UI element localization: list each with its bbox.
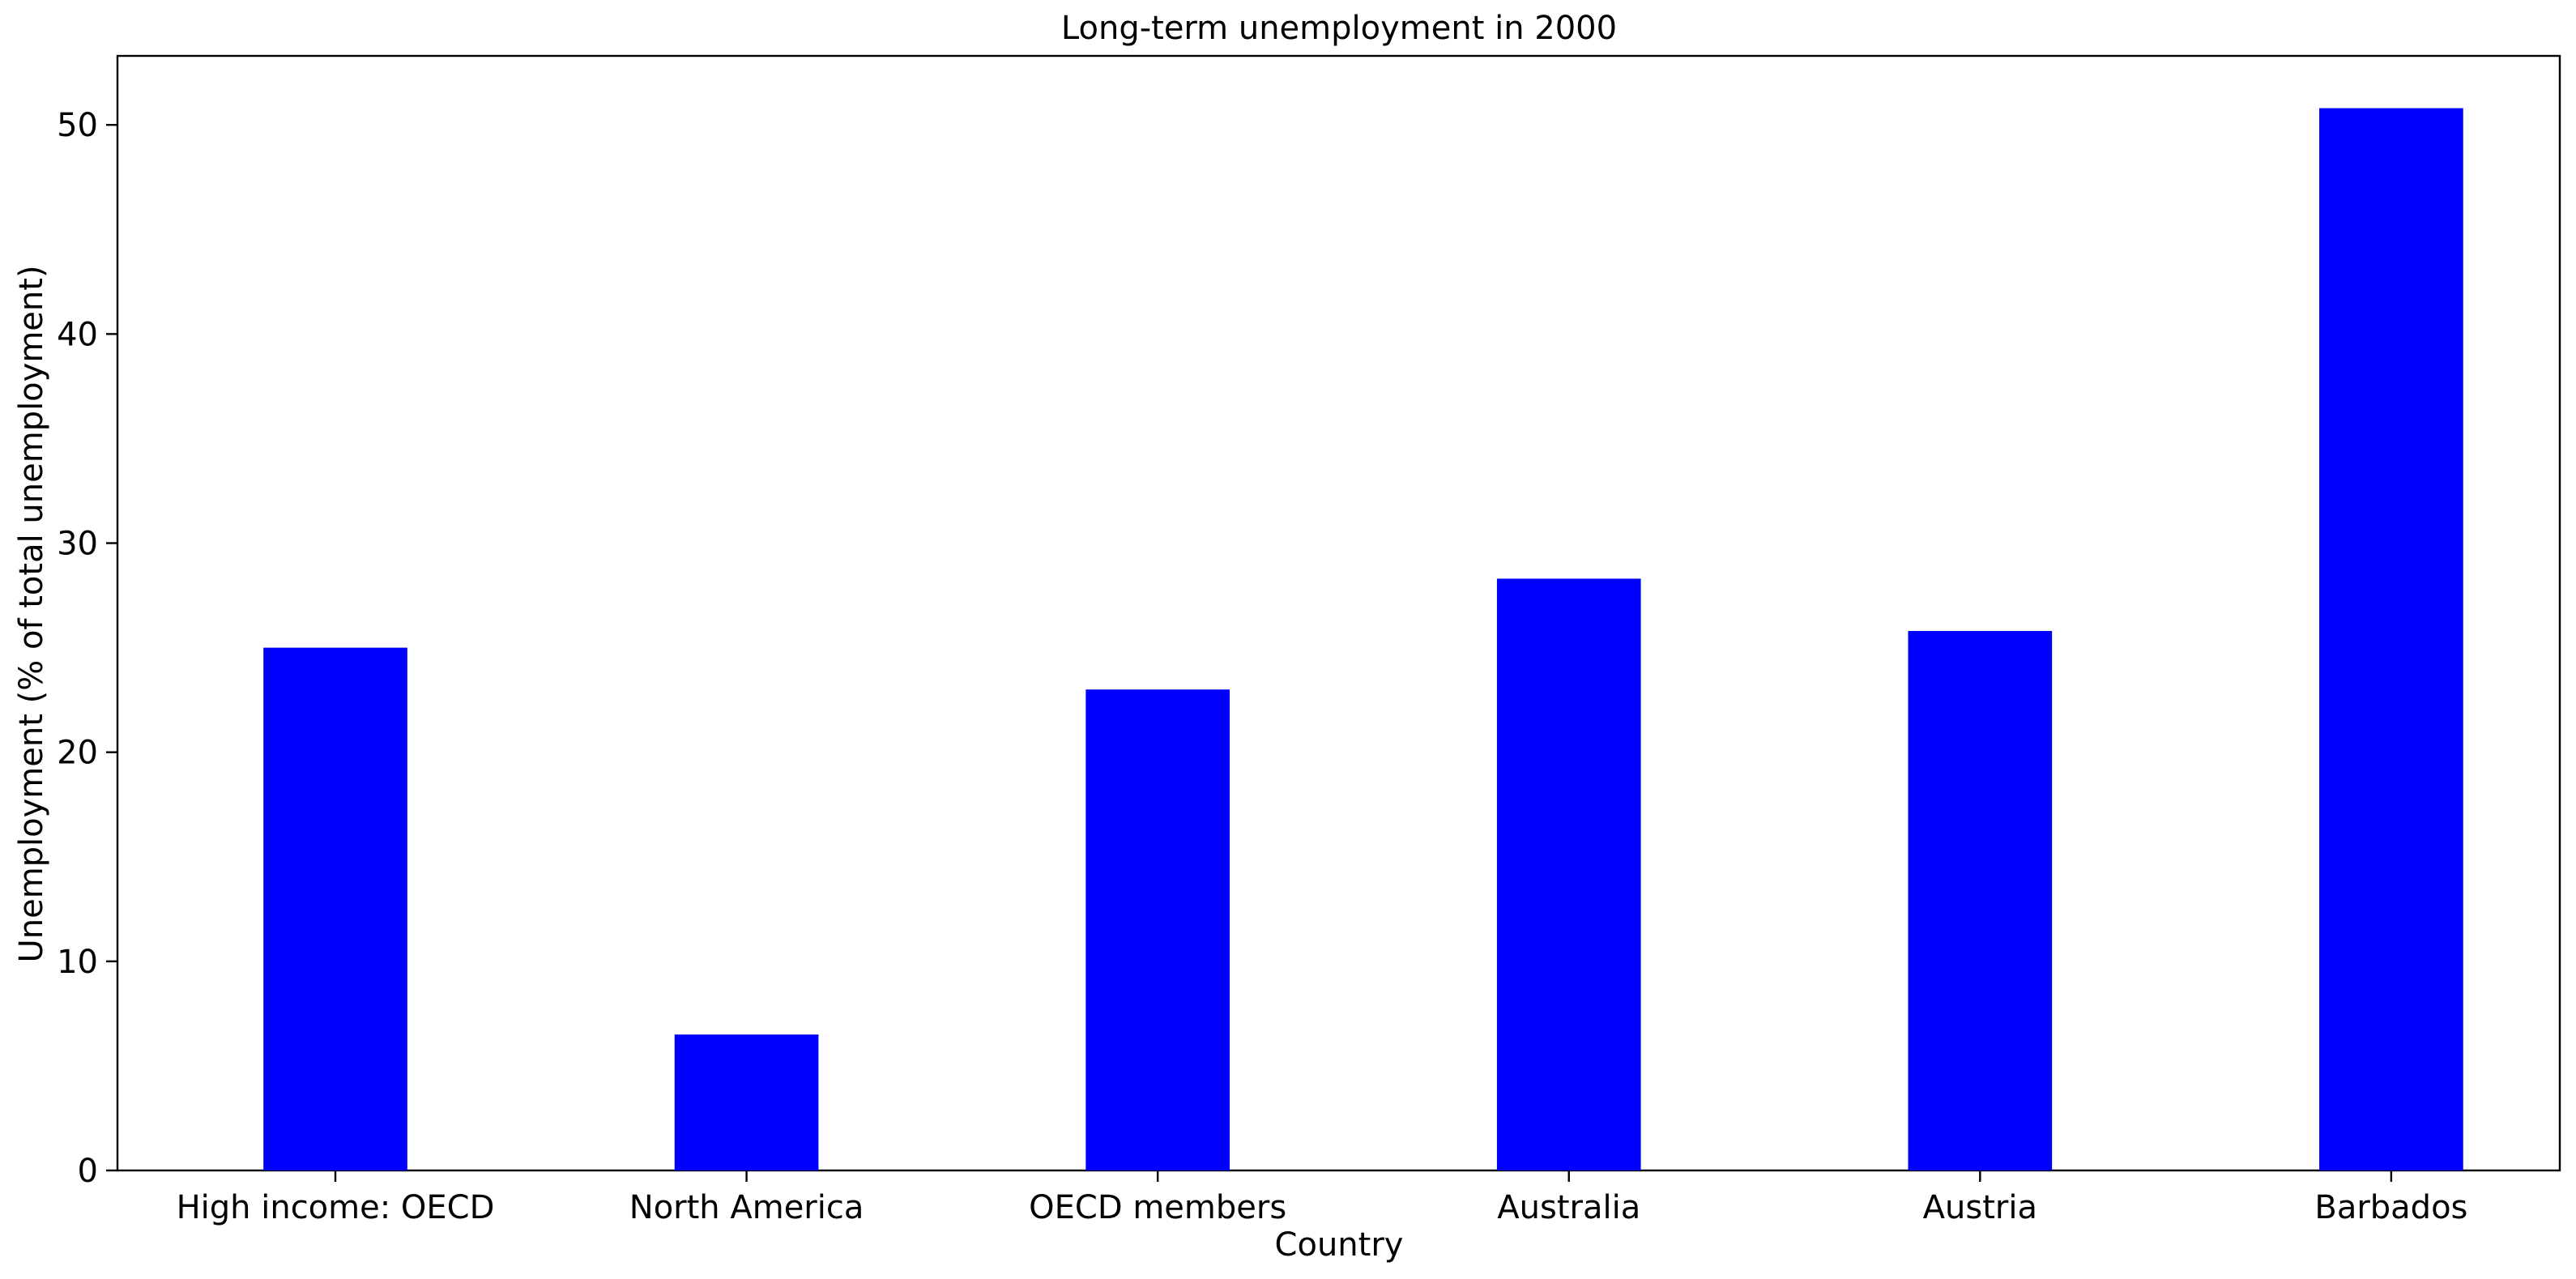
chart-title: Long-term unemployment in 2000: [1061, 10, 1617, 47]
plot-area: [116, 54, 2561, 1172]
y-tick-label: 30: [57, 526, 98, 563]
x-tick-label: OECD members: [1029, 1189, 1286, 1226]
bar-australia: [1496, 578, 1641, 1170]
y-tick-label: 40: [57, 316, 98, 353]
y-axis: 0 10 20 30 40 50: [57, 107, 117, 1190]
y-axis-label: Unemployment (% of total unemployment): [13, 265, 50, 962]
plot-frame: [116, 54, 2561, 1172]
y-tick-label: 20: [57, 735, 98, 772]
x-tick-label: High income: OECD: [177, 1189, 495, 1226]
x-tick-label: Barbados: [2314, 1189, 2467, 1226]
bar-north-america: [674, 1034, 819, 1170]
x-tick-label: North America: [629, 1189, 864, 1226]
y-tick-label: 0: [78, 1153, 98, 1190]
bar-oecd-members: [1085, 689, 1230, 1170]
bar-high-income-oecd: [263, 647, 407, 1170]
bar-austria: [1908, 630, 2053, 1170]
y-tick-label: 50: [57, 107, 98, 144]
x-axis: High income: OECD North America OECD membe…: [177, 1170, 2467, 1226]
y-tick-label: 10: [57, 944, 98, 981]
x-axis-label: Country: [1275, 1226, 1404, 1264]
bars: [263, 108, 2463, 1171]
bar-barbados: [2319, 108, 2463, 1171]
x-tick-label: Austria: [1923, 1189, 2037, 1226]
x-tick-label: Australia: [1497, 1189, 1640, 1226]
